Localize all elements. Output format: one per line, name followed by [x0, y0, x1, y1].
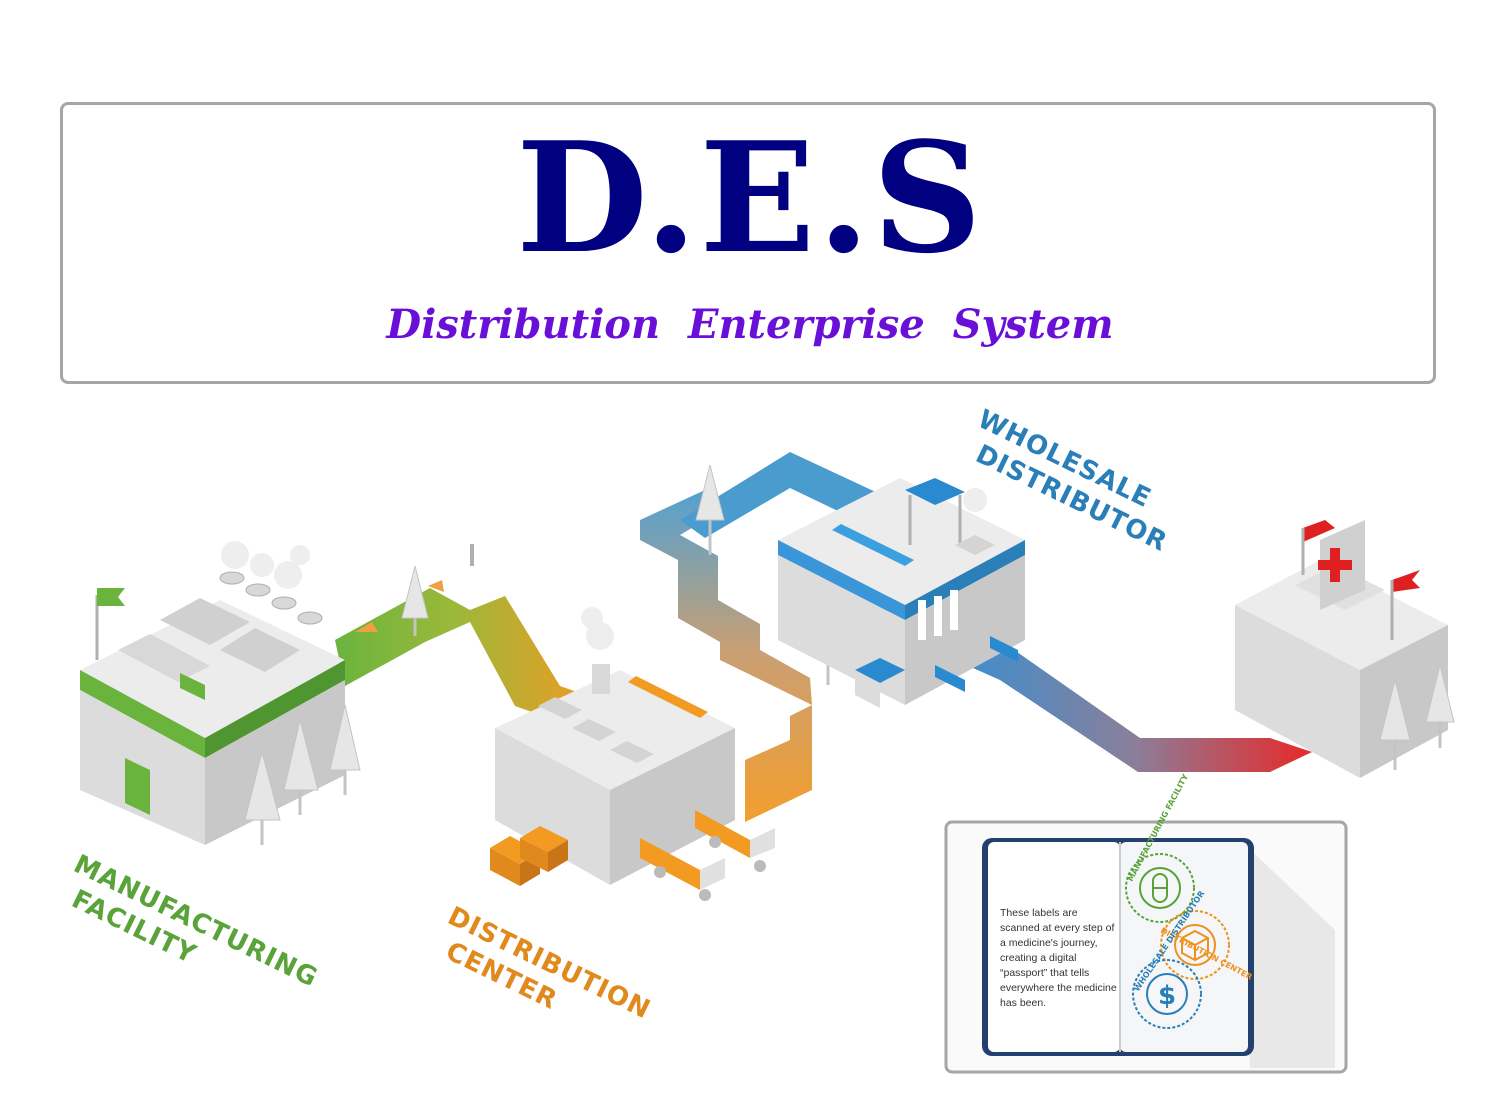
- distribution-center-building: [490, 607, 775, 901]
- stamp-manufacturing: [1125, 853, 1195, 923]
- smoke-icon: [963, 488, 987, 512]
- chimney-icon: [592, 664, 610, 694]
- tree-icon: [1379, 664, 1455, 770]
- tree-icon: [244, 565, 429, 845]
- chimney-icon: [219, 571, 323, 625]
- page-title: D.E.S: [516, 108, 984, 287]
- page-subtitle: Distribution Enterprise System: [386, 301, 1114, 348]
- wholesale-distributor-building: [778, 478, 1025, 708]
- truck-icon: [935, 665, 965, 692]
- header-box: [60, 102, 1436, 384]
- path-wholesale-to-hospital: [955, 640, 1312, 772]
- dollar-icon: $: [1158, 981, 1176, 1011]
- path-distribution-to-wholesale: [640, 452, 880, 822]
- manufacturing-facility-building: [80, 541, 345, 845]
- canopy-icon: [905, 478, 965, 505]
- arrow-marker: [355, 622, 378, 632]
- booklet-shadow: [1240, 840, 1335, 1068]
- red-cross-icon: [1318, 548, 1352, 582]
- door-icon: [125, 758, 150, 815]
- inset-caption: These labels are scanned at every step o…: [1000, 907, 1117, 1009]
- smoke-icon: [221, 541, 310, 589]
- path-manufacturing-to-distribution: [335, 580, 600, 722]
- stamp-distribution: [1160, 910, 1230, 980]
- truck-icon: [990, 636, 1018, 662]
- flag-icon: [97, 588, 125, 606]
- box-stack-icon: [490, 826, 568, 886]
- smoke-icon: [586, 622, 614, 650]
- box-icon: [1181, 929, 1209, 962]
- arrow-marker: [428, 580, 444, 592]
- truck-icon: [640, 810, 775, 901]
- flag-icon: [1392, 570, 1420, 592]
- flag-icon: [1303, 520, 1335, 542]
- stamp-wholesale: $: [1132, 959, 1202, 1029]
- pill-icon: [1152, 873, 1168, 903]
